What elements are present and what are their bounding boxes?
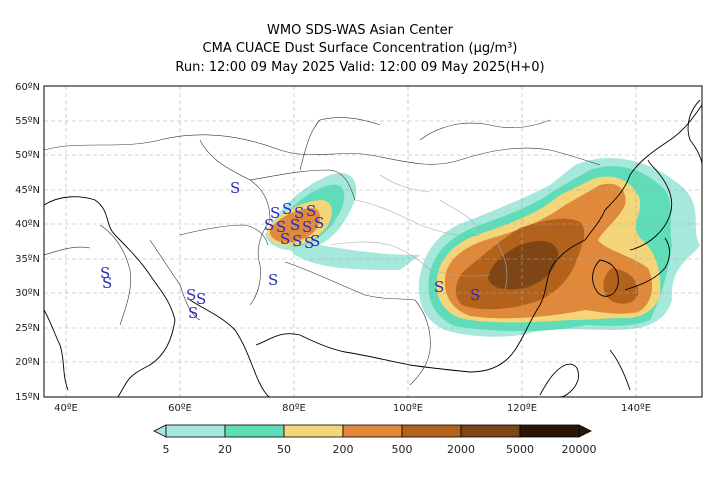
lon-tick-label: 120ºE bbox=[507, 403, 537, 414]
lat-tick-label: 40ºN bbox=[15, 219, 40, 230]
dust-storm-symbol: S bbox=[196, 290, 206, 308]
colorbar-segment bbox=[401, 424, 462, 438]
title-product: CMA CUACE Dust Surface Concentration (μg… bbox=[202, 41, 518, 56]
colorbar-low-arrow bbox=[153, 424, 167, 438]
lon-tick-label: 140ºE bbox=[621, 403, 651, 414]
title-run-valid: Run: 12:00 09 May 2025 Valid: 12:00 09 M… bbox=[175, 60, 545, 75]
colorbar-segment bbox=[165, 424, 226, 438]
colorbar-segment bbox=[283, 424, 344, 438]
coastlines bbox=[44, 99, 702, 397]
dust-storm-symbol: S bbox=[268, 271, 278, 289]
dust-storm-symbol: S bbox=[270, 204, 280, 222]
lat-tick-label: 30ºN bbox=[15, 288, 40, 299]
province-borders bbox=[329, 174, 508, 291]
dust-concentration-field bbox=[265, 157, 700, 337]
lon-tick-label: 80ºE bbox=[282, 403, 306, 414]
lat-tick-label: 15ºN bbox=[15, 392, 40, 403]
colorbar: 5 20 50 200 500 2000 5000 20000 bbox=[153, 424, 597, 456]
dust-storm-symbol: S bbox=[230, 179, 240, 197]
map-frame bbox=[43, 85, 703, 398]
lat-tick-label: 35ºN bbox=[15, 254, 40, 265]
colorbar-label: 500 bbox=[392, 443, 413, 456]
dust-storm-symbol: S bbox=[310, 232, 320, 250]
lon-tick-label: 60ºE bbox=[168, 403, 192, 414]
colorbar-segment bbox=[519, 424, 580, 438]
dust-storm-symbol: S bbox=[304, 234, 314, 252]
colorbar-label: 5000 bbox=[506, 443, 534, 456]
country-borders bbox=[44, 117, 601, 386]
colorbar-high-arrow bbox=[578, 424, 592, 438]
dust-storm-symbol: S bbox=[264, 216, 274, 234]
dust-storm-symbol: S bbox=[282, 200, 292, 218]
colorbar-label: 5 bbox=[163, 443, 170, 456]
dust-storm-symbol: S bbox=[302, 218, 312, 236]
lat-tick-label: 60ºN bbox=[15, 82, 40, 93]
colorbar-label: 20000 bbox=[562, 443, 597, 456]
dust-storm-markers: S S S S S S S S S S S S S S S S S S S S … bbox=[100, 179, 480, 322]
colorbar-segment bbox=[224, 424, 285, 438]
dust-storm-symbol: S bbox=[292, 232, 302, 250]
dust-storm-symbol: S bbox=[314, 214, 324, 232]
dust-storm-symbol: S bbox=[186, 286, 196, 304]
colorbar-segment bbox=[460, 424, 521, 438]
dust-storm-symbol: S bbox=[276, 218, 286, 236]
dust-storm-symbol: S bbox=[470, 286, 480, 304]
map-body: S S S S S S S S S S S S S S S S S S S S … bbox=[44, 86, 702, 397]
lat-tick-label: 25ºN bbox=[15, 323, 40, 334]
colorbar-segment bbox=[342, 424, 403, 438]
colorbar-label: 200 bbox=[333, 443, 354, 456]
dust-storm-symbol: S bbox=[294, 204, 304, 222]
dust-storm-symbol: S bbox=[100, 264, 110, 282]
lat-tick-label: 20ºN bbox=[15, 357, 40, 368]
graticule bbox=[44, 86, 702, 397]
dust-storm-symbol: S bbox=[102, 274, 112, 292]
dust-storm-symbol: S bbox=[290, 216, 300, 234]
colorbar-label: 2000 bbox=[447, 443, 475, 456]
dust-storm-symbol: S bbox=[306, 202, 316, 220]
colorbar-label: 50 bbox=[277, 443, 291, 456]
latitude-labels: 15ºN 20ºN 25ºN 30ºN 35ºN 40ºN 45ºN 50ºN … bbox=[15, 82, 40, 403]
lat-tick-label: 45ºN bbox=[15, 185, 40, 196]
lon-tick-label: 100ºE bbox=[393, 403, 423, 414]
lat-tick-label: 50ºN bbox=[15, 150, 40, 161]
dust-storm-symbol: S bbox=[188, 304, 198, 322]
dust-storm-symbol: S bbox=[434, 278, 444, 296]
colorbar-label: 20 bbox=[218, 443, 232, 456]
lat-tick-label: 55ºN bbox=[15, 116, 40, 127]
title-center: WMO SDS-WAS Asian Center bbox=[267, 23, 453, 38]
longitude-labels: 40ºE 60ºE 80ºE 100ºE 120ºE 140ºE bbox=[54, 403, 651, 414]
dust-storm-symbol: S bbox=[280, 230, 290, 248]
lon-tick-label: 40ºE bbox=[54, 403, 78, 414]
